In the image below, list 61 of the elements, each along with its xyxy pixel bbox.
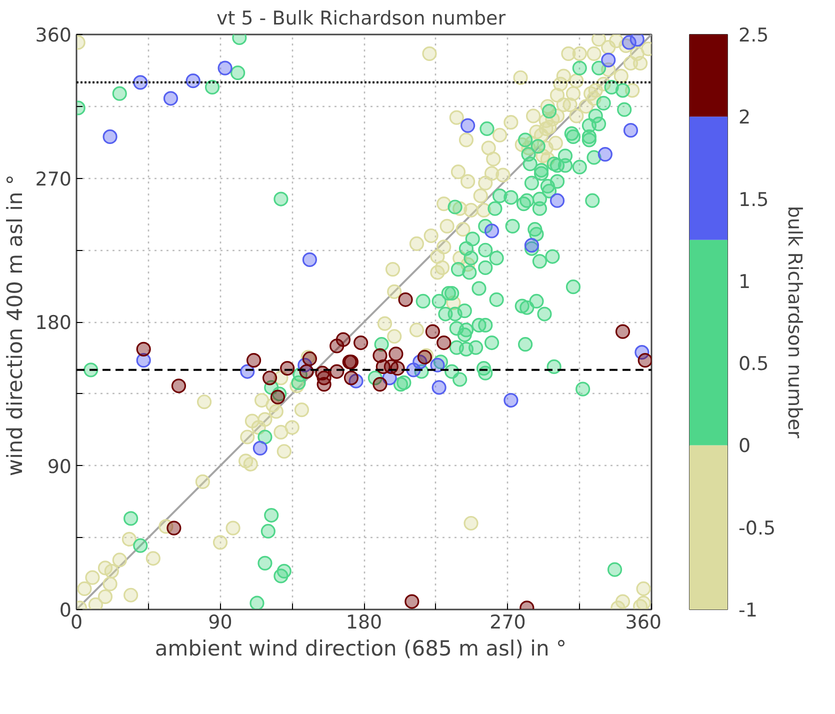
point (432, 380, 446, 395)
bar (690, 116, 728, 240)
point (171, 378, 186, 394)
point (598, 147, 612, 162)
point (372, 377, 388, 392)
point (136, 342, 151, 356)
y-tick-label: 90 (47, 456, 72, 478)
y-tick-label: 180 (35, 312, 72, 334)
point (550, 193, 565, 208)
point (246, 353, 262, 368)
point (354, 335, 368, 350)
point (484, 224, 500, 238)
x-tick-label: 90 (208, 612, 232, 634)
point (404, 594, 420, 609)
y-tick-label: 0.5 (738, 353, 769, 376)
point (166, 520, 182, 536)
y-tick-label: 270 (35, 168, 72, 190)
point (638, 353, 652, 368)
point (316, 377, 332, 392)
point (133, 75, 148, 90)
y-tick-label: -1 (738, 600, 758, 622)
point (102, 129, 118, 144)
y-tick-label: 2 (738, 106, 751, 129)
point (388, 346, 404, 362)
y-tick-label: -0.5 (738, 517, 776, 540)
y-tick-label: 1 (738, 270, 751, 293)
point (372, 348, 388, 363)
point (425, 324, 440, 339)
point (344, 370, 359, 386)
point (601, 52, 616, 68)
point (302, 252, 317, 267)
y-tick-label: 360 (35, 24, 72, 46)
point (186, 74, 200, 88)
point (430, 358, 445, 372)
y-tick-label: 1.5 (738, 188, 769, 211)
bar (690, 34, 728, 117)
point (398, 292, 413, 307)
x-axis-title: ambient wind direction (685 m asl) in ° (154, 636, 566, 660)
point (436, 335, 452, 350)
point (262, 370, 278, 386)
bar (690, 445, 728, 610)
bar (690, 240, 728, 446)
x-tick-label: 270 (490, 612, 526, 634)
point (623, 123, 638, 138)
point (218, 60, 232, 76)
point (504, 392, 518, 408)
y-axis-title: bulk Richardson number (784, 206, 806, 438)
x-tick-label: 360 (625, 612, 662, 634)
x-tick-label: 180 (346, 612, 382, 634)
chart-title: vt 5 - Bulk Richardson number (216, 8, 506, 30)
point (336, 332, 351, 347)
point (524, 238, 540, 253)
point (460, 118, 476, 133)
point (630, 34, 644, 47)
point (252, 440, 268, 456)
y-tick-label: 2.5 (738, 24, 769, 46)
y-tick-label: 0 (738, 435, 751, 458)
point (163, 91, 178, 106)
point (615, 324, 630, 339)
y-axis-title: wind direction 400 m asl in ° (3, 174, 28, 476)
point (270, 390, 286, 404)
